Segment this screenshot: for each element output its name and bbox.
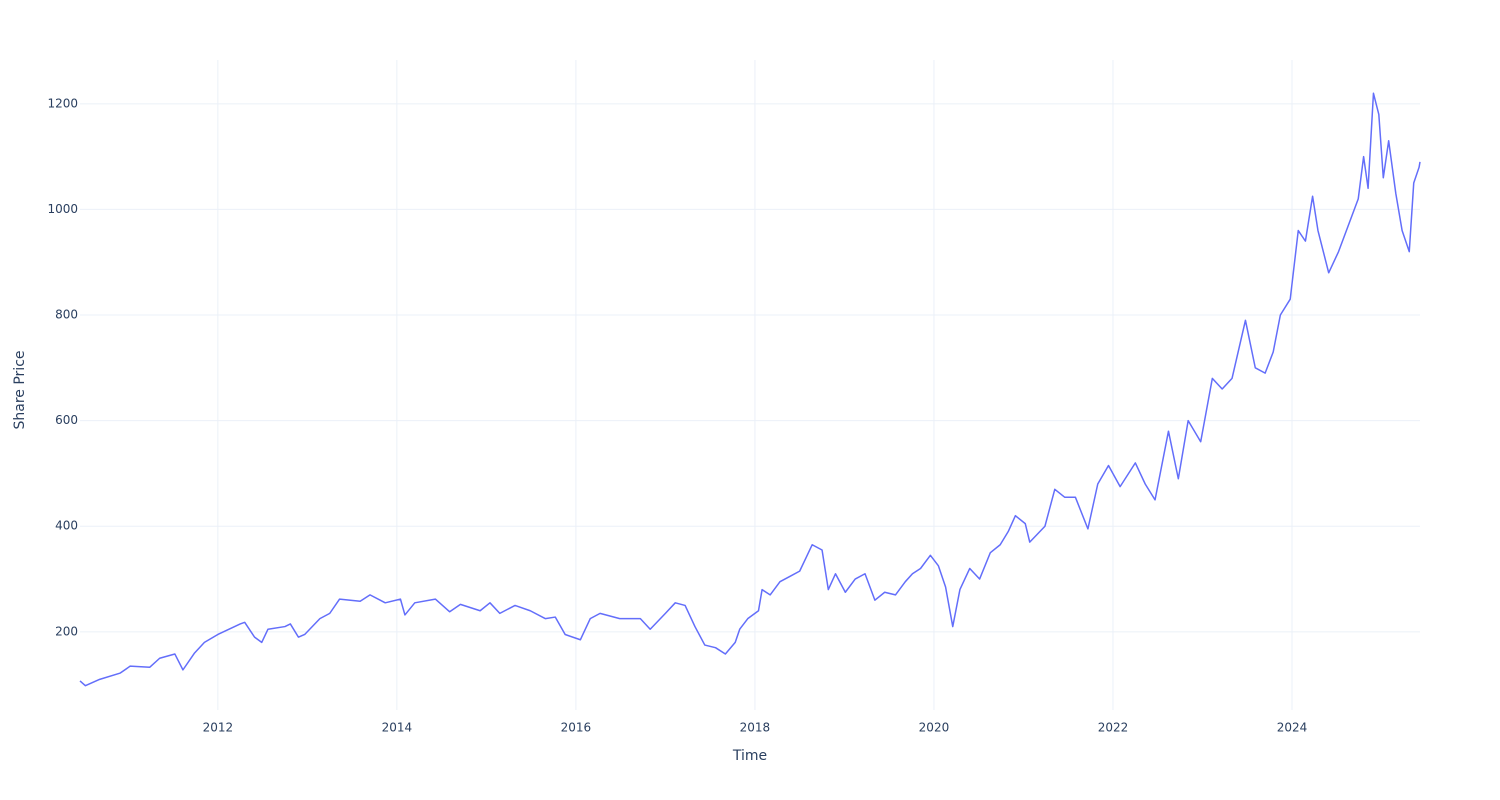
x-tick-label: 2014	[382, 721, 413, 735]
x-tick-label: 2016	[561, 721, 592, 735]
y-tick-label: 800	[55, 308, 78, 322]
x-tick-label: 2012	[203, 721, 234, 735]
x-tick-label: 2022	[1098, 721, 1129, 735]
x-axis-title: Time	[732, 748, 767, 764]
x-tick-label: 2024	[1277, 721, 1308, 735]
y-tick-label: 400	[55, 519, 78, 533]
x-tick-label: 2018	[740, 721, 771, 735]
y-tick-label: 1000	[47, 202, 78, 216]
price-line	[79, 92, 1421, 687]
y-tick-label: 1200	[47, 96, 78, 110]
x-tick-label: 2020	[919, 721, 950, 735]
y-axis-title: Share Price	[12, 350, 28, 429]
y-tick-label: 200	[55, 624, 78, 638]
y-tick-label: 600	[55, 413, 78, 427]
